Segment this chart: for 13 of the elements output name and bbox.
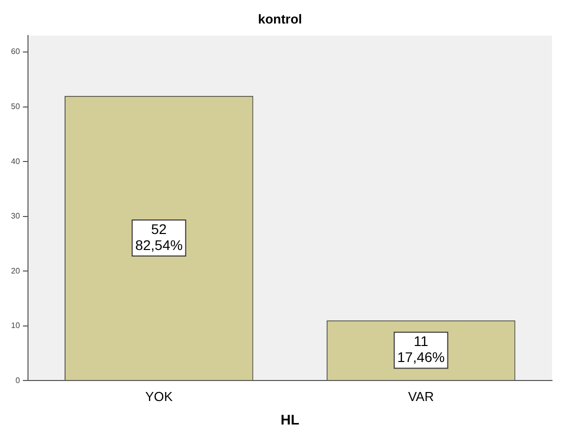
data-label: 11 17,46% [397,333,445,366]
x-axis-title: HL [280,411,300,428]
y-tick-label: 50 [10,102,20,111]
y-tick-label: 40 [10,156,20,166]
y-tick-label: 20 [10,266,20,276]
y-tick-label: 30 [10,212,20,221]
y-tick-label: 10 [10,321,20,330]
y-tick-label: 60 [10,47,20,56]
x-tick-label: YOK [145,388,173,404]
data-label: 52 82,54% [135,220,183,253]
y-tick-label: 0 [15,376,20,385]
x-tick-label: VAR [408,388,434,404]
chart-title: kontrol [258,11,302,26]
